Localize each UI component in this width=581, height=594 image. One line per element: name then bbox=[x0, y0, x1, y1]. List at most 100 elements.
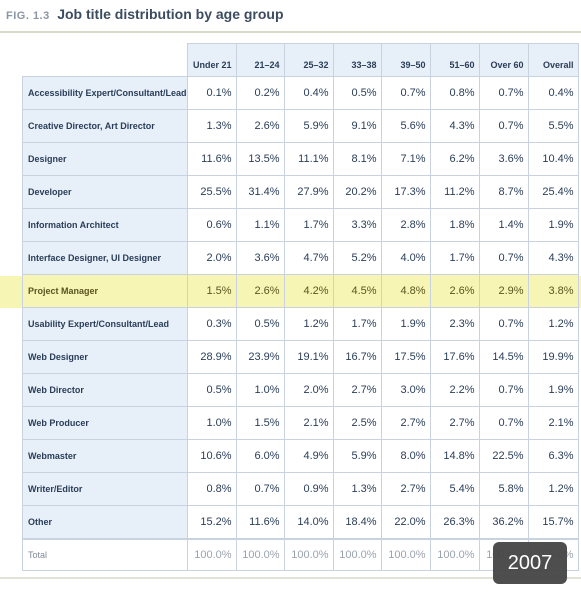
table-cell: 1.2% bbox=[527, 472, 579, 506]
table-row: Creative Director, Art Director 1.3% 2.6% 5… bbox=[22, 109, 579, 143]
table-cell: 0.6% bbox=[186, 208, 237, 242]
table-cell: 2.5% bbox=[332, 406, 382, 440]
table-cell: 26.3% bbox=[429, 505, 480, 539]
table-cell: 4.3% bbox=[527, 241, 579, 275]
table-cell: 1.2% bbox=[527, 307, 579, 341]
figure-title-bar: FIG. 1.3 Job title distribution by age g… bbox=[6, 6, 576, 32]
table-row: Interface Designer, UI Designer 2.0% 3.6% 4… bbox=[22, 241, 579, 275]
table-cell: 2.8% bbox=[380, 208, 431, 242]
table-cell: 0.7% bbox=[478, 373, 529, 407]
row-label: Accessibility Expert/Consultant/Lead bbox=[22, 76, 188, 110]
table-cell: 19.9% bbox=[527, 340, 579, 374]
table-cell: 0.7% bbox=[478, 109, 529, 143]
highlight-band-left bbox=[0, 276, 22, 308]
total-cell: 100.0% bbox=[380, 537, 431, 571]
column-header-row: Under 21 21–24 25–32 33–38 39–50 51–60 Over 60… bbox=[22, 43, 579, 77]
table-cell: 2.1% bbox=[283, 406, 334, 440]
table-cell: 0.7% bbox=[478, 406, 529, 440]
table-cell: 4.0% bbox=[380, 241, 431, 275]
table-row: Information Architect 0.6% 1.1% 1.7% 3.3% 2.8… bbox=[22, 208, 579, 242]
table-cell: 22.5% bbox=[478, 439, 529, 473]
table-cell: 1.9% bbox=[527, 373, 579, 407]
table-cell: 5.9% bbox=[332, 439, 382, 473]
table-cell: 1.0% bbox=[235, 373, 285, 407]
table-cell: 0.4% bbox=[527, 76, 579, 110]
table-row: Accessibility Expert/Consultant/Lead 0.1%… bbox=[22, 76, 579, 110]
table-cell: 3.3% bbox=[332, 208, 382, 242]
table-cell: 5.8% bbox=[478, 472, 529, 506]
table-cell: 25.5% bbox=[186, 175, 237, 209]
table-cell: 14.5% bbox=[478, 340, 529, 374]
column-header: 39–50 bbox=[380, 43, 431, 77]
row-label: Designer bbox=[22, 142, 188, 176]
table-cell: 2.7% bbox=[332, 373, 382, 407]
figure-title: Job title distribution by age group bbox=[57, 6, 284, 22]
column-header: 21–24 bbox=[235, 43, 285, 77]
table-cell: 2.6% bbox=[235, 109, 285, 143]
table-cell: 0.5% bbox=[235, 307, 285, 341]
table-cell: 13.5% bbox=[235, 142, 285, 176]
table-cell: 0.7% bbox=[478, 307, 529, 341]
column-header: Over 60 bbox=[478, 43, 529, 77]
column-header: Overall bbox=[527, 43, 579, 77]
table-cell: 14.8% bbox=[429, 439, 480, 473]
table-row: Web Producer 1.0% 1.5% 2.1% 2.5% 2.7% 2.7% 0.7%… bbox=[22, 406, 579, 440]
table-cell: 4.3% bbox=[429, 109, 480, 143]
total-cell: 100.0% bbox=[332, 537, 382, 571]
table-cell: 0.5% bbox=[186, 373, 237, 407]
table-cell: 3.6% bbox=[478, 142, 529, 176]
table-cell: 1.1% bbox=[235, 208, 285, 242]
table-cell: 3.6% bbox=[235, 241, 285, 275]
table-cell: 0.7% bbox=[235, 472, 285, 506]
table-cell: 19.1% bbox=[283, 340, 334, 374]
table-cell: 10.6% bbox=[186, 439, 237, 473]
table-row: Developer 25.5% 31.4% 27.9% 20.2% 17.3% 11.2% 8… bbox=[22, 175, 579, 209]
table-cell: 5.4% bbox=[429, 472, 480, 506]
table-cell: 5.2% bbox=[332, 241, 382, 275]
table-cell: 2.2% bbox=[429, 373, 480, 407]
table-cell: 0.2% bbox=[235, 76, 285, 110]
column-header: Under 21 bbox=[186, 43, 237, 77]
table-cell: 0.8% bbox=[429, 76, 480, 110]
row-label: Interface Designer, UI Designer bbox=[22, 241, 188, 275]
table-cell: 5.5% bbox=[527, 109, 579, 143]
table-cell: 0.3% bbox=[186, 307, 237, 341]
table-row: Other 15.2% 11.6% 14.0% 18.4% 22.0% 26.3% 36.2%… bbox=[22, 505, 579, 539]
row-label: Writer/Editor bbox=[22, 472, 188, 506]
row-label: Other bbox=[22, 505, 188, 539]
table-cell: 25.4% bbox=[527, 175, 579, 209]
table-cell: 14.0% bbox=[283, 505, 334, 539]
row-label: Web Producer bbox=[22, 406, 188, 440]
row-label: Information Architect bbox=[22, 208, 188, 242]
total-cell: 100.0% bbox=[186, 537, 237, 571]
table-cell: 23.9% bbox=[235, 340, 285, 374]
table-cell: 17.5% bbox=[380, 340, 431, 374]
table-cell: 6.3% bbox=[527, 439, 579, 473]
table-row: Usability Expert/Consultant/Lead 0.3% 0.5%… bbox=[22, 307, 579, 341]
table-cell: 2.0% bbox=[283, 373, 334, 407]
table-cell: 2.7% bbox=[380, 472, 431, 506]
total-cell: 100.0% bbox=[283, 537, 334, 571]
table-cell: 0.9% bbox=[283, 472, 334, 506]
table-cell: 10.4% bbox=[527, 142, 579, 176]
table-cell: 0.8% bbox=[186, 472, 237, 506]
table-cell: 5.9% bbox=[283, 109, 334, 143]
table-row: Webmaster 10.6% 6.0% 4.9% 5.9% 8.0% 14.8% 22.5%… bbox=[22, 439, 579, 473]
table-cell: 11.2% bbox=[429, 175, 480, 209]
figure-label: FIG. 1.3 bbox=[6, 10, 50, 22]
table-cell: 15.7% bbox=[527, 505, 579, 539]
table-cell: 2.7% bbox=[429, 406, 480, 440]
table-cell: 0.5% bbox=[332, 76, 382, 110]
row-label: Webmaster bbox=[22, 439, 188, 473]
table-cell: 11.1% bbox=[283, 142, 334, 176]
column-header: 33–38 bbox=[332, 43, 382, 77]
column-header: 51–60 bbox=[429, 43, 480, 77]
table-cell: 1.0% bbox=[186, 406, 237, 440]
table-cell: 2.3% bbox=[429, 307, 480, 341]
table-corner bbox=[22, 43, 188, 77]
row-label: Creative Director, Art Director bbox=[22, 109, 188, 143]
table-cell: 3.8% bbox=[527, 274, 579, 308]
total-cell: 100.0% bbox=[429, 537, 480, 571]
table-cell: 4.5% bbox=[332, 274, 382, 308]
row-label: Usability Expert/Consultant/Lead bbox=[22, 307, 188, 341]
